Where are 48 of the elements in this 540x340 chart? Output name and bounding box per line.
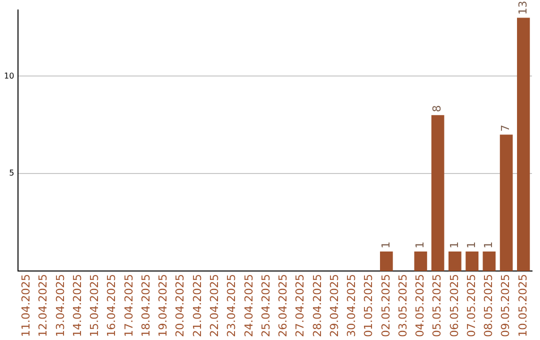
data-label: 13 — [516, 0, 530, 15]
x-tick-label: 17.04.2025 — [122, 274, 136, 338]
x-tick-label: 30.04.2025 — [345, 274, 358, 338]
x-tick-label: 21.04.2025 — [190, 274, 204, 338]
x-tick-label: 25.04.2025 — [259, 274, 272, 338]
x-tick-label: 05.05.2025 — [430, 274, 444, 338]
x-tick-label: 01.05.2025 — [362, 274, 376, 338]
data-label: 1 — [448, 242, 461, 249]
x-tick-label: 09.05.2025 — [499, 274, 512, 338]
data-label: 8 — [430, 105, 444, 112]
x-tick-label: 08.05.2025 — [482, 274, 496, 338]
bar — [517, 18, 530, 272]
bar — [380, 252, 393, 272]
data-label: 1 — [414, 242, 427, 249]
data-label: 1 — [482, 242, 496, 249]
x-tick-label: 02.05.2025 — [379, 274, 392, 338]
x-tick-label: 20.04.2025 — [174, 274, 187, 338]
x-tick-label: 18.04.2025 — [139, 274, 152, 338]
data-label: 1 — [379, 242, 392, 249]
x-tick-label: 11.04.2025 — [20, 274, 33, 338]
x-tick-label: 04.05.2025 — [414, 274, 427, 338]
x-tick-label: 22.04.2025 — [208, 274, 222, 338]
x-tick-label: 15.04.2025 — [88, 274, 102, 338]
x-tick-label: 03.05.2025 — [396, 274, 410, 338]
x-tick-label: 10.05.2025 — [516, 274, 530, 338]
x-tick-label: 19.04.2025 — [156, 274, 170, 338]
bar — [500, 134, 513, 272]
x-tick-label: 28.04.2025 — [310, 274, 324, 338]
bar — [414, 252, 428, 272]
x-tick-label: 29.04.2025 — [328, 274, 341, 338]
bar — [431, 115, 444, 272]
y-tick-label: 5 — [9, 168, 14, 178]
bar — [448, 252, 462, 272]
data-label: 7 — [499, 124, 512, 132]
x-tick-label: 06.05.2025 — [448, 274, 461, 338]
bar — [466, 252, 478, 272]
x-tick-label: 07.05.2025 — [464, 274, 478, 338]
x-tick-label: 14.04.2025 — [70, 274, 84, 338]
x-tick-label: 23.04.2025 — [225, 274, 238, 338]
bar — [482, 252, 496, 272]
x-tick-label: 13.04.2025 — [54, 274, 67, 338]
x-tick-label: 27.04.2025 — [294, 274, 307, 338]
x-tick-label: 16.04.2025 — [105, 274, 118, 338]
y-tick-label: 10 — [4, 71, 14, 80]
x-tick-label: 12.04.2025 — [36, 274, 50, 338]
data-label: 1 — [464, 242, 478, 249]
x-tick-label: 26.04.2025 — [276, 274, 290, 338]
x-tick-label: 24.04.2025 — [242, 274, 256, 338]
